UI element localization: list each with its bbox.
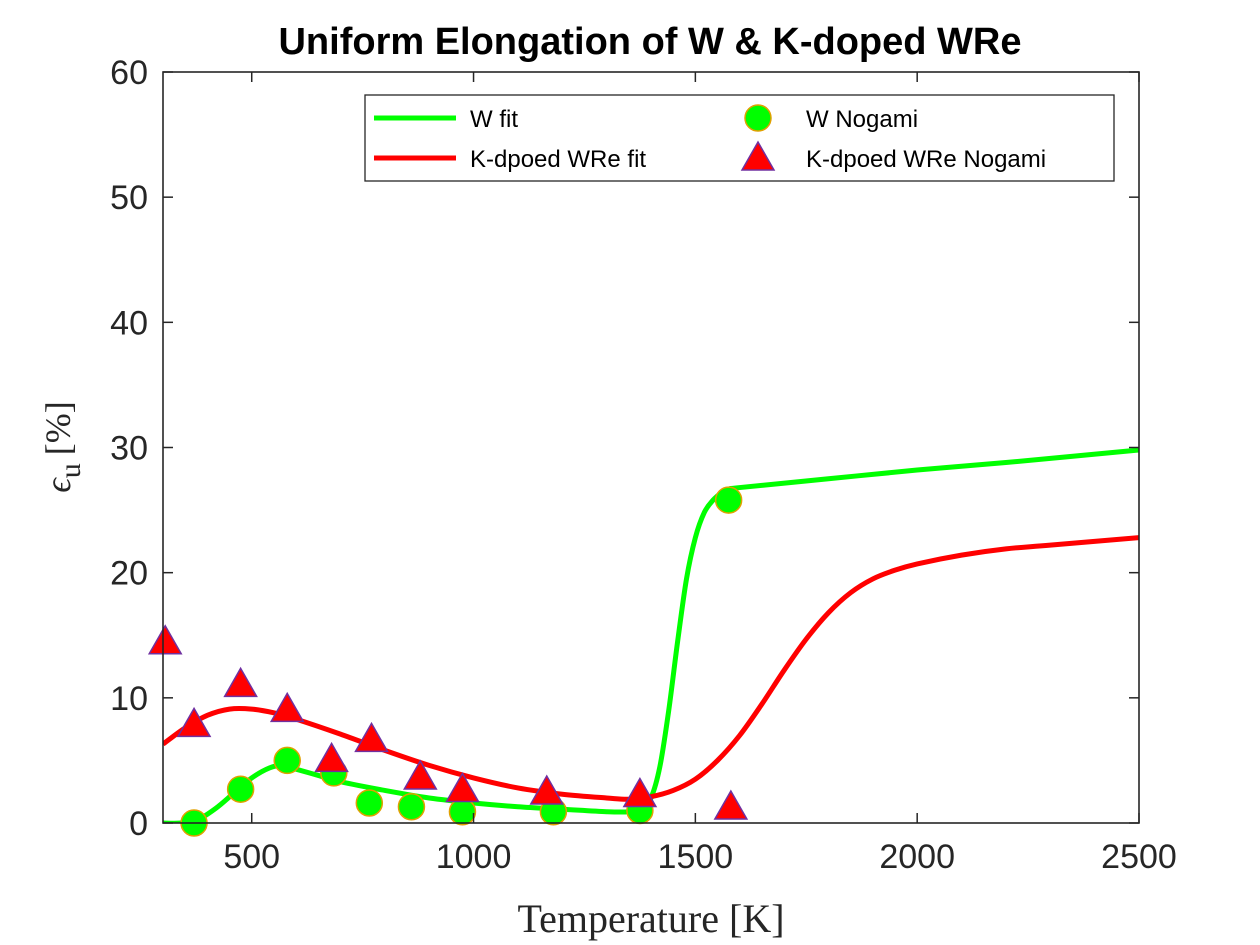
w-nogami-point	[448, 797, 477, 826]
y-tick-label: 10	[110, 680, 148, 718]
y-axis-label-subscript: u	[54, 463, 87, 478]
chart-title: Uniform Elongation of W & K-doped WRe	[278, 21, 1021, 63]
wre-nogami-point	[269, 691, 305, 723]
y-tick-label: 40	[110, 304, 148, 342]
axis-ticks: 500 1000 1500 2000 2500 0 10 20 30 40 50 60	[110, 54, 1177, 876]
legend-label-wre-nogami: K-dpoed WRe Nogami	[806, 146, 1046, 173]
wre-fit-line	[163, 535, 1139, 802]
wre-nogami-point	[223, 666, 258, 698]
y-axis-label-symbol: ϵ	[38, 477, 78, 493]
legend-box	[364, 94, 1115, 182]
legend-label-w-nogami: W Nogami	[806, 106, 918, 133]
w-nogami-point	[273, 746, 301, 775]
x-tick-label: 500	[223, 838, 280, 876]
y-tick-label: 0	[129, 805, 148, 843]
legend-label-w-fit: W fit	[470, 106, 518, 133]
wre-nogami-point	[713, 789, 749, 820]
wre-nogami-point	[147, 624, 183, 655]
data-markers	[147, 486, 749, 837]
x-tick-label: 1500	[658, 838, 734, 876]
legend-marker-w-nogami	[744, 104, 772, 132]
wre-nogami-point	[354, 721, 389, 753]
y-tick-label: 30	[110, 430, 148, 468]
x-tick-label: 2000	[879, 838, 955, 876]
wre-nogami-point	[403, 759, 438, 790]
plot-area: 500 1000 1500 2000 2500 0 10 20 30 40 50 60	[110, 54, 1177, 876]
x-tick-label: 2500	[1101, 838, 1177, 876]
legend-label-wre-fit: K-dpoed WRe fit	[470, 146, 646, 173]
wre-nogami-point	[445, 771, 480, 803]
wre-nogami-point	[622, 776, 658, 808]
legend: W fit K-dpoed WRe fit W Nogami K-dpoed W…	[364, 94, 1115, 182]
w-nogami-point	[714, 486, 743, 514]
w-nogami-point	[355, 789, 384, 817]
wre-nogami-point	[176, 706, 212, 738]
y-tick-label: 20	[110, 555, 148, 593]
wre-nogami-point	[314, 741, 349, 773]
wre-nogami-point	[529, 774, 565, 805]
y-axis-label: ϵu [%]	[38, 401, 87, 492]
x-tick-label: 1000	[436, 838, 512, 876]
fit-lines	[163, 447, 1139, 823]
x-axis-label: Temperature [K]	[517, 896, 784, 941]
w-fit-line	[163, 447, 1139, 823]
legend-marker-wre-nogami	[740, 140, 776, 171]
y-axis-label-unit: [%]	[38, 401, 78, 455]
y-tick-label: 60	[110, 54, 148, 92]
y-tick-label: 50	[110, 179, 148, 217]
w-nogami-point	[226, 775, 255, 803]
axes-box	[162, 71, 1140, 824]
w-nogami-point	[397, 792, 426, 821]
